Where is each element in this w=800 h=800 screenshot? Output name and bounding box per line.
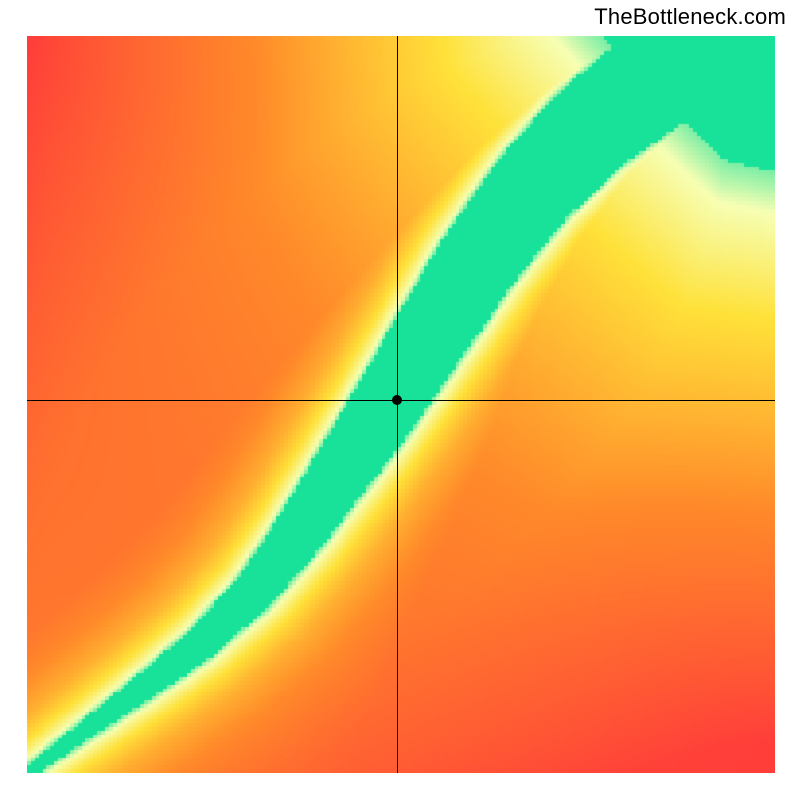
heatmap-canvas: [27, 36, 775, 773]
crosshair-dot: [392, 395, 402, 405]
watermark-text: TheBottleneck.com: [594, 4, 786, 30]
chart-frame: TheBottleneck.com: [0, 0, 800, 800]
heatmap-plot-area: [23, 32, 779, 777]
